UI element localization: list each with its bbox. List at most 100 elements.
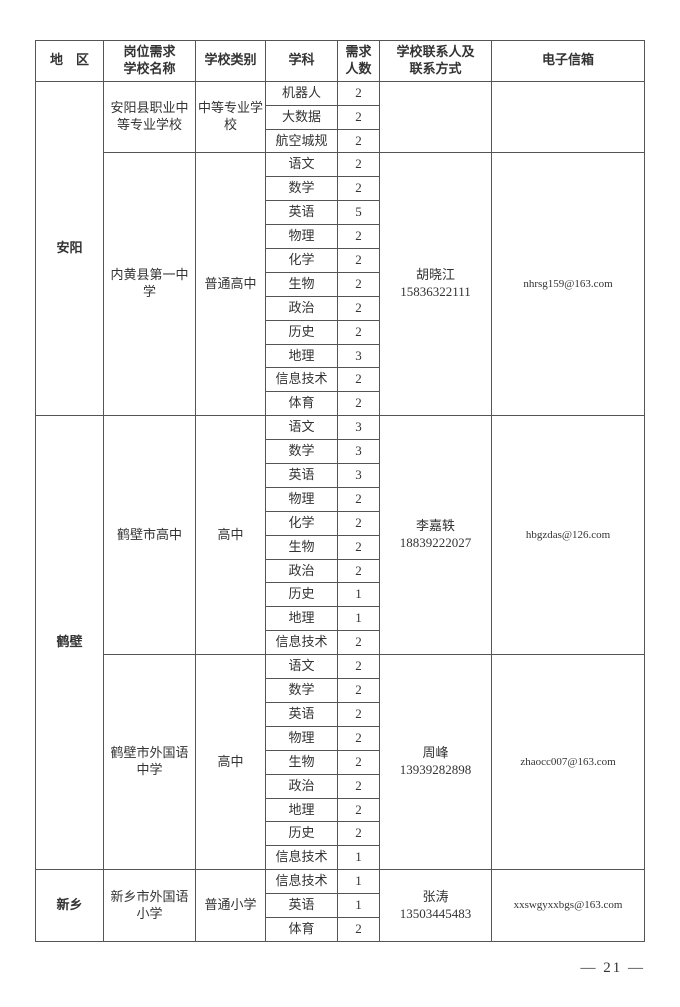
cell-email: hbgzdas@126.com [492, 416, 645, 655]
table-header-row: 地 区 岗位需求学校名称 学校类别 学科 需求人数 学校联系人及联系方式 电子信… [36, 41, 645, 82]
cell-subject: 信息技术 [266, 846, 338, 870]
cell-email: xxswgyxxbgs@163.com [492, 870, 645, 942]
cell-subject: 地理 [266, 344, 338, 368]
cell-subject: 政治 [266, 559, 338, 583]
cell-subject: 政治 [266, 774, 338, 798]
col-school: 岗位需求学校名称 [104, 41, 196, 82]
cell-subject: 历史 [266, 583, 338, 607]
table-row: 鹤壁市外国语中学高中语文2周峰13939282898zhaocc007@163.… [36, 655, 645, 679]
cell-subject: 信息技术 [266, 870, 338, 894]
cell-count: 2 [338, 392, 380, 416]
cell-subject: 生物 [266, 750, 338, 774]
cell-school: 安阳县职业中等专业学校 [104, 81, 196, 153]
cell-count: 2 [338, 774, 380, 798]
cell-subject: 化学 [266, 249, 338, 273]
col-count: 需求人数 [338, 41, 380, 82]
cell-subject: 语文 [266, 153, 338, 177]
cell-count: 2 [338, 487, 380, 511]
cell-count: 2 [338, 702, 380, 726]
cell-count: 2 [338, 917, 380, 941]
cell-contact [380, 81, 492, 153]
cell-subject: 语文 [266, 655, 338, 679]
cell-subject: 信息技术 [266, 631, 338, 655]
page-number: — 21 — [35, 960, 645, 977]
cell-subject: 生物 [266, 272, 338, 296]
cell-contact: 周峰13939282898 [380, 655, 492, 870]
cell-subject: 生物 [266, 535, 338, 559]
cell-subject: 体育 [266, 392, 338, 416]
cell-type: 高中 [196, 655, 266, 870]
col-subject: 学科 [266, 41, 338, 82]
cell-type: 普通高中 [196, 153, 266, 416]
cell-school: 内黄县第一中学 [104, 153, 196, 416]
cell-subject: 物理 [266, 487, 338, 511]
cell-region: 安阳 [36, 81, 104, 415]
cell-school: 鹤壁市高中 [104, 416, 196, 655]
cell-count: 2 [338, 177, 380, 201]
cell-region: 新乡 [36, 870, 104, 942]
cell-subject: 政治 [266, 296, 338, 320]
cell-count: 1 [338, 607, 380, 631]
table-row: 鹤壁鹤壁市高中高中语文3李嘉轶18839222027hbgzdas@126.co… [36, 416, 645, 440]
cell-count: 2 [338, 320, 380, 344]
cell-count: 2 [338, 81, 380, 105]
cell-count: 2 [338, 296, 380, 320]
cell-subject: 英语 [266, 702, 338, 726]
cell-count: 3 [338, 440, 380, 464]
cell-email [492, 81, 645, 153]
cell-type: 普通小学 [196, 870, 266, 942]
col-region: 地 区 [36, 41, 104, 82]
table-row: 内黄县第一中学普通高中语文2胡晓江15836322111nhrsg159@163… [36, 153, 645, 177]
cell-count: 2 [338, 750, 380, 774]
recruitment-table: 地 区 岗位需求学校名称 学校类别 学科 需求人数 学校联系人及联系方式 电子信… [35, 40, 645, 942]
cell-subject: 物理 [266, 225, 338, 249]
cell-subject: 机器人 [266, 81, 338, 105]
col-contact: 学校联系人及联系方式 [380, 41, 492, 82]
cell-region: 鹤壁 [36, 416, 104, 870]
cell-contact: 李嘉轶18839222027 [380, 416, 492, 655]
cell-subject: 大数据 [266, 105, 338, 129]
cell-count: 2 [338, 249, 380, 273]
cell-count: 3 [338, 344, 380, 368]
cell-subject: 航空城规 [266, 129, 338, 153]
cell-count: 2 [338, 105, 380, 129]
cell-email: nhrsg159@163.com [492, 153, 645, 416]
cell-count: 3 [338, 464, 380, 488]
cell-count: 5 [338, 201, 380, 225]
col-email: 电子信箱 [492, 41, 645, 82]
cell-count: 1 [338, 846, 380, 870]
col-type: 学校类别 [196, 41, 266, 82]
cell-type: 高中 [196, 416, 266, 655]
cell-subject: 历史 [266, 822, 338, 846]
cell-subject: 信息技术 [266, 368, 338, 392]
cell-subject: 语文 [266, 416, 338, 440]
cell-count: 2 [338, 726, 380, 750]
cell-subject: 数学 [266, 440, 338, 464]
cell-subject: 数学 [266, 679, 338, 703]
cell-school: 新乡市外国语小学 [104, 870, 196, 942]
table-row: 新乡新乡市外国语小学普通小学信息技术1张涛13503445483xxswgyxx… [36, 870, 645, 894]
cell-count: 2 [338, 822, 380, 846]
cell-contact: 张涛13503445483 [380, 870, 492, 942]
cell-count: 3 [338, 416, 380, 440]
cell-subject: 英语 [266, 894, 338, 918]
cell-subject: 历史 [266, 320, 338, 344]
cell-subject: 英语 [266, 464, 338, 488]
cell-subject: 数学 [266, 177, 338, 201]
cell-count: 2 [338, 559, 380, 583]
cell-subject: 地理 [266, 607, 338, 631]
cell-count: 2 [338, 631, 380, 655]
cell-subject: 体育 [266, 917, 338, 941]
cell-count: 2 [338, 129, 380, 153]
cell-email: zhaocc007@163.com [492, 655, 645, 870]
cell-count: 1 [338, 583, 380, 607]
cell-subject: 物理 [266, 726, 338, 750]
cell-count: 2 [338, 153, 380, 177]
table-row: 安阳安阳县职业中等专业学校中等专业学校机器人2 [36, 81, 645, 105]
cell-subject: 英语 [266, 201, 338, 225]
cell-count: 2 [338, 225, 380, 249]
cell-count: 1 [338, 870, 380, 894]
cell-count: 2 [338, 272, 380, 296]
cell-count: 2 [338, 798, 380, 822]
cell-contact: 胡晓江15836322111 [380, 153, 492, 416]
